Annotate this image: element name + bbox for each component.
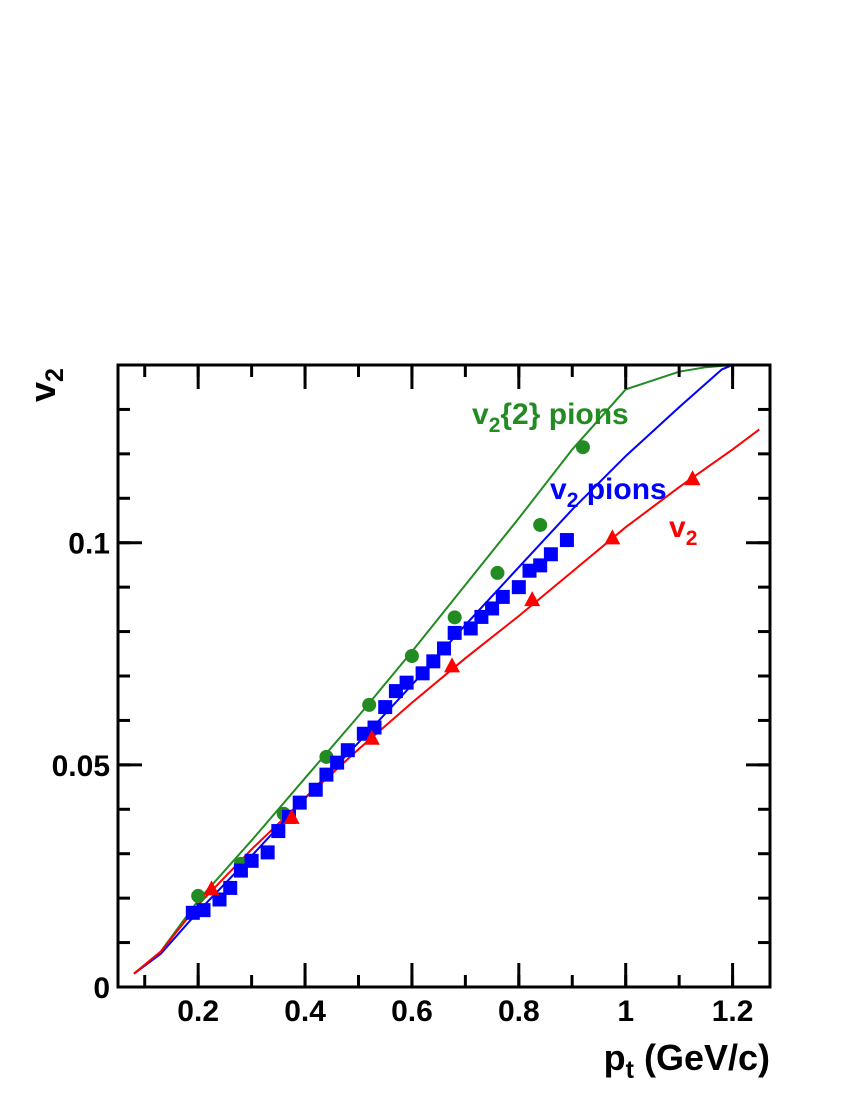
point-square — [388, 684, 403, 699]
point-triangle — [363, 729, 380, 745]
y-axis-title-sub: 2 — [41, 368, 69, 382]
point-triangle — [604, 529, 621, 545]
point-square — [356, 726, 371, 741]
series-label-base: v — [472, 398, 489, 431]
point-square — [292, 795, 307, 810]
point-triangle — [283, 808, 300, 824]
point-square — [474, 609, 489, 624]
y-tick-label: 0 — [93, 972, 110, 1005]
x-axis-title: pt (GeV/c) — [604, 1037, 770, 1084]
point-triangle — [684, 470, 701, 486]
point-square — [233, 863, 248, 878]
x-tick-label: 1.2 — [712, 995, 754, 1028]
point-square — [378, 700, 393, 715]
point-square — [367, 720, 382, 735]
point-square — [437, 641, 451, 656]
point-square — [271, 824, 286, 839]
data-points — [185, 440, 701, 920]
point-square — [223, 880, 238, 895]
x-axis-title-rest: (GeV/c) — [634, 1037, 770, 1078]
point-square — [463, 621, 478, 636]
point-square — [495, 589, 510, 604]
series-label-rest: {2} pions — [500, 398, 628, 431]
series-label-sub: 2 — [686, 527, 698, 550]
y-tick-label: 0.1 — [68, 528, 110, 561]
point-square — [330, 755, 345, 770]
axis-ticks: 0.2 0.4 0.6 0.8 1 1.2 0 0.05 0.1 — [52, 363, 770, 1028]
point-triangle — [444, 657, 461, 673]
point-square — [185, 905, 200, 920]
y-axis-title: v2 — [22, 368, 69, 402]
series-label-sub: 2 — [489, 414, 501, 437]
point-circle — [319, 749, 334, 764]
point-square — [447, 625, 462, 640]
point-square — [340, 743, 355, 758]
series-label-rest: pions — [578, 473, 666, 506]
series-label-base: v — [669, 511, 686, 544]
point-square — [559, 533, 574, 548]
point-square — [533, 558, 548, 573]
point-square — [308, 782, 323, 797]
point-square — [543, 547, 558, 562]
point-circle — [362, 697, 377, 712]
x-axis-title-base: p — [604, 1037, 626, 1078]
point-triangle — [203, 880, 220, 896]
series-label-base: v — [550, 473, 567, 506]
x-tick-label: 1 — [617, 995, 634, 1028]
point-square — [319, 767, 334, 782]
point-square — [196, 903, 211, 918]
point-triangle — [524, 591, 541, 607]
y-tick-label: 0.05 — [52, 750, 110, 783]
point-circle — [490, 565, 505, 580]
point-square — [415, 666, 430, 681]
series-label-2: v2 — [669, 511, 697, 550]
series-label-0: v2{2} pions — [472, 398, 629, 437]
point-square — [244, 853, 259, 868]
x-axis-title-sub: t — [626, 1056, 635, 1084]
point-square — [399, 675, 414, 690]
x-tick-label: 0.4 — [284, 995, 326, 1028]
point-circle — [533, 517, 548, 532]
point-square — [485, 601, 500, 616]
point-square — [426, 654, 441, 669]
x-tick-label: 0.6 — [391, 995, 433, 1028]
series-label-1: v2 pions — [550, 473, 667, 512]
point-square — [522, 563, 537, 578]
point-circle — [447, 610, 462, 625]
point-circle — [404, 649, 419, 664]
series-line-2 — [133, 428, 760, 975]
point-circle — [191, 888, 206, 903]
y-axis-title-base: v — [22, 382, 63, 402]
x-tick-label: 0.2 — [177, 995, 219, 1028]
x-tick-label: 0.8 — [498, 995, 540, 1028]
series-label-sub: 2 — [567, 489, 579, 512]
point-square — [511, 580, 526, 595]
point-circle — [575, 440, 590, 455]
point-square — [212, 892, 227, 907]
point-square — [260, 845, 275, 860]
